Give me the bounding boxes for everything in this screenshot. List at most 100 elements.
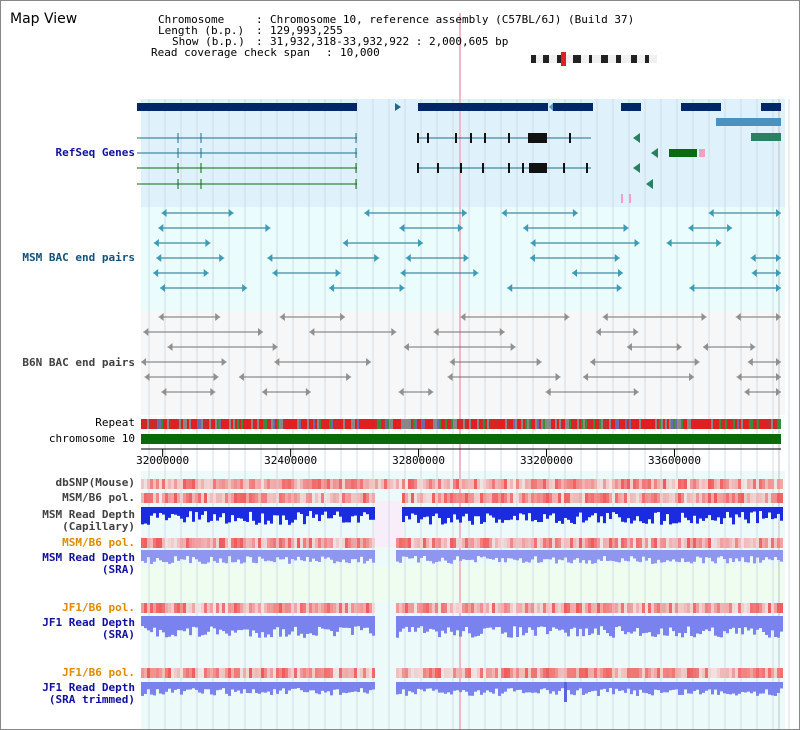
read-depth-bar (561, 616, 564, 630)
read-depth-bar (141, 550, 144, 561)
read-depth-bar (678, 507, 681, 523)
read-depth-bar (477, 682, 480, 691)
read-depth-bar (552, 507, 555, 514)
repeat-segment (335, 419, 337, 429)
polymorphism-cell (462, 538, 465, 548)
read-depth-bar (468, 682, 471, 696)
polymorphism-cell (762, 538, 765, 548)
read-depth-bar (687, 682, 690, 694)
polymorphism-cell (408, 538, 411, 548)
jf1-read-depth-trim-sublabel: (SRA trimmed) (48, 693, 135, 706)
read-depth-bar (600, 550, 603, 561)
polymorphism-cell (450, 538, 453, 548)
polymorphism-cell (750, 603, 753, 613)
polymorphism-cell (486, 668, 489, 678)
polymorphism-cell (414, 479, 417, 489)
read-depth-bar (153, 616, 156, 628)
polymorphism-cell (216, 538, 219, 548)
read-depth-bar (726, 507, 729, 512)
polymorphism-cell (735, 603, 738, 613)
read-depth-bar (201, 507, 204, 515)
read-depth-bar (675, 507, 678, 524)
polymorphism-cell (780, 538, 783, 548)
polymorphism-cell (558, 479, 561, 489)
read-depth-bar (708, 550, 711, 558)
polymorphism-cell (552, 538, 555, 548)
polymorphism-cell (516, 493, 519, 503)
polymorphism-cell (378, 479, 381, 489)
polymorphism-cell (174, 479, 177, 489)
polymorphism-cell (270, 493, 273, 503)
polymorphism-cell (684, 603, 687, 613)
read-depth-bar (576, 616, 579, 637)
read-depth-bar (477, 507, 480, 517)
polymorphism-cell (372, 668, 375, 678)
read-depth-bar (327, 507, 330, 519)
polymorphism-cell (777, 493, 780, 503)
read-depth-bar (444, 550, 447, 561)
repeat-segment (751, 419, 753, 429)
polymorphism-cell (774, 668, 777, 678)
polymorphism-cell (225, 538, 228, 548)
read-depth-bar (567, 682, 570, 691)
msm-bac-end-marker (666, 239, 672, 247)
read-depth-bar (435, 550, 438, 563)
read-depth-bar (426, 682, 429, 689)
polymorphism-cell (363, 538, 366, 548)
polymorphism-cell (696, 493, 699, 503)
polymorphism-cell (561, 493, 564, 503)
polymorphism-cell (450, 479, 453, 489)
polymorphism-cell (669, 668, 672, 678)
read-depth-bar (309, 507, 312, 512)
polymorphism-cell (705, 668, 708, 678)
polymorphism-cell (237, 538, 240, 548)
polymorphism-cell (204, 538, 207, 548)
polymorphism-cell (432, 538, 435, 548)
polymorphism-cell (591, 538, 594, 548)
polymorphism-cell (732, 538, 735, 548)
polymorphism-cell (483, 538, 486, 548)
polymorphism-cell (597, 603, 600, 613)
repeat-segment (763, 419, 765, 429)
polymorphism-cell (624, 479, 627, 489)
repeat-segment (245, 419, 247, 429)
polymorphism-cell (195, 538, 198, 548)
polymorphism-cell (402, 668, 405, 678)
read-depth-bar (759, 616, 762, 629)
repeat-segment (745, 419, 747, 429)
polymorphism-cell (366, 493, 369, 503)
repeat-segment (365, 419, 367, 429)
polymorphism-cell (726, 493, 729, 503)
repeat-segment (373, 419, 375, 429)
read-depth-bar (237, 507, 240, 518)
polymorphism-cell (273, 668, 276, 678)
polymorphism-cell (627, 493, 630, 503)
polymorphism-cell (324, 493, 327, 503)
polymorphism-cell (678, 538, 681, 548)
read-depth-bar (213, 682, 216, 696)
read-depth-bar (522, 550, 525, 563)
repeat-segment (661, 419, 663, 429)
polymorphism-cell (492, 493, 495, 503)
repeat-segment (625, 419, 627, 429)
read-depth-bar (225, 616, 228, 634)
read-depth-bar (369, 550, 372, 559)
repeat-segment (207, 419, 209, 429)
read-depth-bar (309, 682, 312, 691)
read-depth-bar (522, 616, 525, 636)
polymorphism-cell (729, 668, 732, 678)
polymorphism-cell (348, 538, 351, 548)
polymorphism-cell (660, 479, 663, 489)
polymorphism-cell (654, 668, 657, 678)
polymorphism-cell (702, 538, 705, 548)
b6n-bac-end-marker (776, 358, 781, 366)
read-depth-bar (147, 682, 150, 690)
polymorphism-cell (357, 493, 360, 503)
repeat-segment (643, 419, 645, 429)
polymorphism-cell (519, 479, 522, 489)
polymorphism-cell (456, 603, 459, 613)
repeat-segment (767, 419, 769, 429)
ideogram-band (631, 55, 637, 63)
polymorphism-cell (504, 493, 507, 503)
